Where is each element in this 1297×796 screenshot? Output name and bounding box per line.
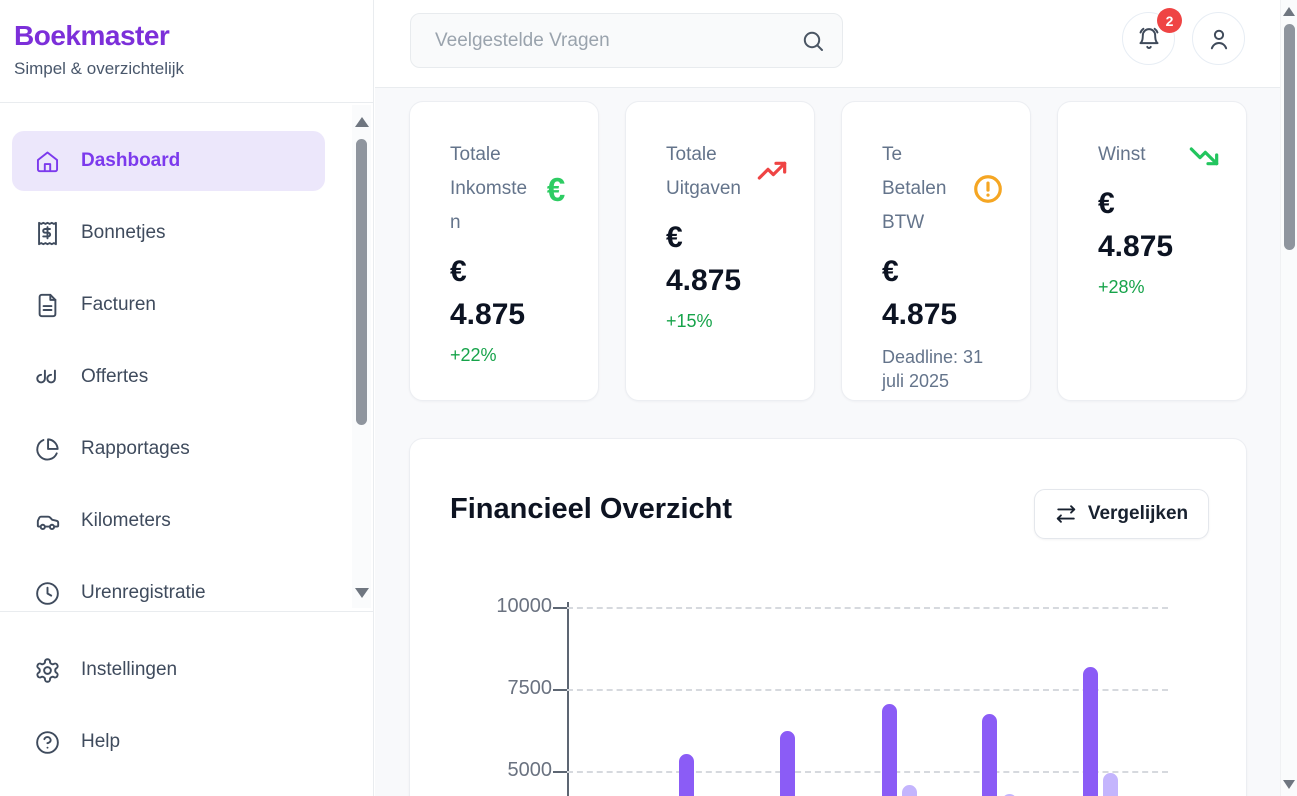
stat-card-winst: Winst €4.875 +28% xyxy=(1057,101,1247,401)
user-icon xyxy=(1210,29,1227,49)
sidebar-item-dashboard[interactable]: Dashboard xyxy=(12,131,325,191)
sidebar-item-bonnetjes[interactable]: Bonnetjes xyxy=(12,203,325,263)
stat-card-totale-uitgaven: Totale Uitgaven €4.875 +15% xyxy=(625,101,815,401)
sidebar-item-label: Bonnetjes xyxy=(81,222,166,243)
bar-primary-3 xyxy=(882,704,897,796)
app-title: Boekmaster xyxy=(14,20,170,51)
stat-value: €4.875 xyxy=(1098,187,1174,263)
scrollbar-thumb[interactable] xyxy=(356,139,367,425)
swap-arrows-icon xyxy=(1056,505,1075,523)
sidebar: Boekmaster Simpel & overzichtelijk Dashb… xyxy=(0,0,374,796)
home-icon xyxy=(34,148,61,175)
financial-overview-card: Financieel Overzicht Vergelijken 5000 750… xyxy=(409,438,1247,796)
sidebar-item-label: Kilometers xyxy=(81,510,171,531)
stat-deadline: Deadline: 31 juli 2025 xyxy=(882,347,984,391)
trending-down-icon xyxy=(1187,139,1221,171)
sidebar-item-instellingen[interactable]: Instellingen xyxy=(12,640,325,700)
bar-primary-4 xyxy=(982,713,997,796)
stat-value: €4.875 xyxy=(882,255,958,331)
sidebar-item-label: Urenregistratie xyxy=(81,582,206,603)
stat-delta: +22% xyxy=(450,345,497,365)
bell-icon xyxy=(1138,27,1159,49)
help-icon xyxy=(34,729,61,756)
content: Totale Inkomsten € €4.875 +22% Totale Ui… xyxy=(375,88,1280,796)
chart-plot: 5000 7500 10000 xyxy=(410,439,1246,796)
y-tick-mark xyxy=(553,607,567,609)
scrollbar-down-arrow[interactable] xyxy=(1283,780,1295,789)
gridline xyxy=(567,689,1168,691)
search-icon[interactable] xyxy=(801,29,825,53)
bar-secondary-5 xyxy=(1103,772,1118,796)
sidebar-item-rapportages[interactable]: Rapportages xyxy=(12,419,325,479)
bar-secondary-4 xyxy=(1002,793,1017,796)
sidebar-item-label: Dashboard xyxy=(81,150,181,171)
y-tick-label: 5000 xyxy=(507,759,553,781)
trending-up-icon xyxy=(755,156,789,188)
stat-title: Totale Inkomsten xyxy=(450,144,528,233)
pie-chart-icon xyxy=(34,436,61,463)
sidebar-item-kilometers[interactable]: Kilometers xyxy=(12,491,325,551)
section-title: Financieel Overzicht xyxy=(450,493,733,525)
stats-row: Totale Inkomsten € €4.875 +22% Totale Ui… xyxy=(409,101,1247,401)
stat-delta: +15% xyxy=(666,311,713,331)
bar-primary-5 xyxy=(1083,667,1098,796)
notification-badge: 2 xyxy=(1157,8,1182,33)
euro-icon: € xyxy=(546,170,566,208)
sidebar-item-facturen[interactable]: Facturen xyxy=(12,275,325,335)
alert-circle-icon xyxy=(971,173,1005,205)
search-input[interactable] xyxy=(411,14,842,67)
search-box xyxy=(410,13,843,68)
stat-title: Totale Uitgaven xyxy=(666,144,741,199)
logo-block: Boekmaster Simpel & overzichtelijk xyxy=(0,0,373,103)
receipt-icon xyxy=(34,220,61,247)
main-area: 2 Totale Inkomsten € €4.875 +22% xyxy=(375,0,1280,796)
sidebar-item-label: Offertes xyxy=(81,366,149,387)
app-tagline: Simpel & overzichtelijk xyxy=(14,59,185,78)
y-tick-label: 10000 xyxy=(496,595,552,617)
scrollbar-thumb[interactable] xyxy=(1284,24,1295,250)
y-tick-mark xyxy=(553,771,567,773)
sidebar-item-label: Instellingen xyxy=(81,659,178,680)
stat-title: Te Betalen BTW xyxy=(882,144,947,233)
car-icon xyxy=(34,508,61,535)
sidebar-item-offertes[interactable]: Offertes xyxy=(12,347,325,407)
sidebar-item-urenregistratie[interactable]: Urenregistratie xyxy=(12,563,325,611)
stat-card-te-betalen-btw: Te Betalen BTW €4.875 Deadline: 31 juli … xyxy=(841,101,1031,401)
sidebar-item-label: Rapportages xyxy=(81,438,190,459)
profile-button[interactable] xyxy=(1192,12,1245,65)
page-scrollbar[interactable] xyxy=(1280,0,1297,796)
sidebar-item-label: Help xyxy=(81,731,121,752)
stat-value: €4.875 xyxy=(450,255,526,331)
bar-secondary-3 xyxy=(902,785,917,796)
y-axis xyxy=(567,602,569,796)
scrollbar-up-arrow[interactable] xyxy=(1283,7,1295,16)
compare-button[interactable]: Vergelijken xyxy=(1034,489,1209,539)
stat-title: Winst xyxy=(1098,144,1146,165)
scrollbar-down-arrow[interactable] xyxy=(355,588,369,598)
scrollbar-up-arrow[interactable] xyxy=(355,117,369,127)
sidebar-nav: Dashboard Bonnetjes Facturen Offertes xyxy=(0,103,373,612)
gear-icon xyxy=(34,657,61,684)
stat-value: €4.875 xyxy=(666,221,742,297)
stat-delta: +28% xyxy=(1098,277,1145,297)
y-tick-mark xyxy=(553,689,567,691)
sidebar-scrollbar[interactable] xyxy=(352,105,371,608)
sidebar-item-help[interactable]: Help xyxy=(12,712,325,772)
invoice-icon xyxy=(34,292,61,319)
stat-card-totale-inkomsten: Totale Inkomsten € €4.875 +22% xyxy=(409,101,599,401)
y-tick-label: 7500 xyxy=(507,677,553,699)
quote-icon xyxy=(34,364,61,391)
gridline xyxy=(567,771,1168,773)
clock-icon xyxy=(34,580,61,607)
sidebar-item-label: Facturen xyxy=(81,294,156,315)
bar-primary-1 xyxy=(679,753,694,796)
notifications-button[interactable]: 2 xyxy=(1122,8,1182,65)
gridline xyxy=(567,607,1168,609)
compare-button-label: Vergelijken xyxy=(1087,503,1189,524)
topbar: 2 xyxy=(375,0,1280,88)
sidebar-footer: Instellingen Help xyxy=(0,612,373,772)
bar-primary-2 xyxy=(780,731,795,796)
